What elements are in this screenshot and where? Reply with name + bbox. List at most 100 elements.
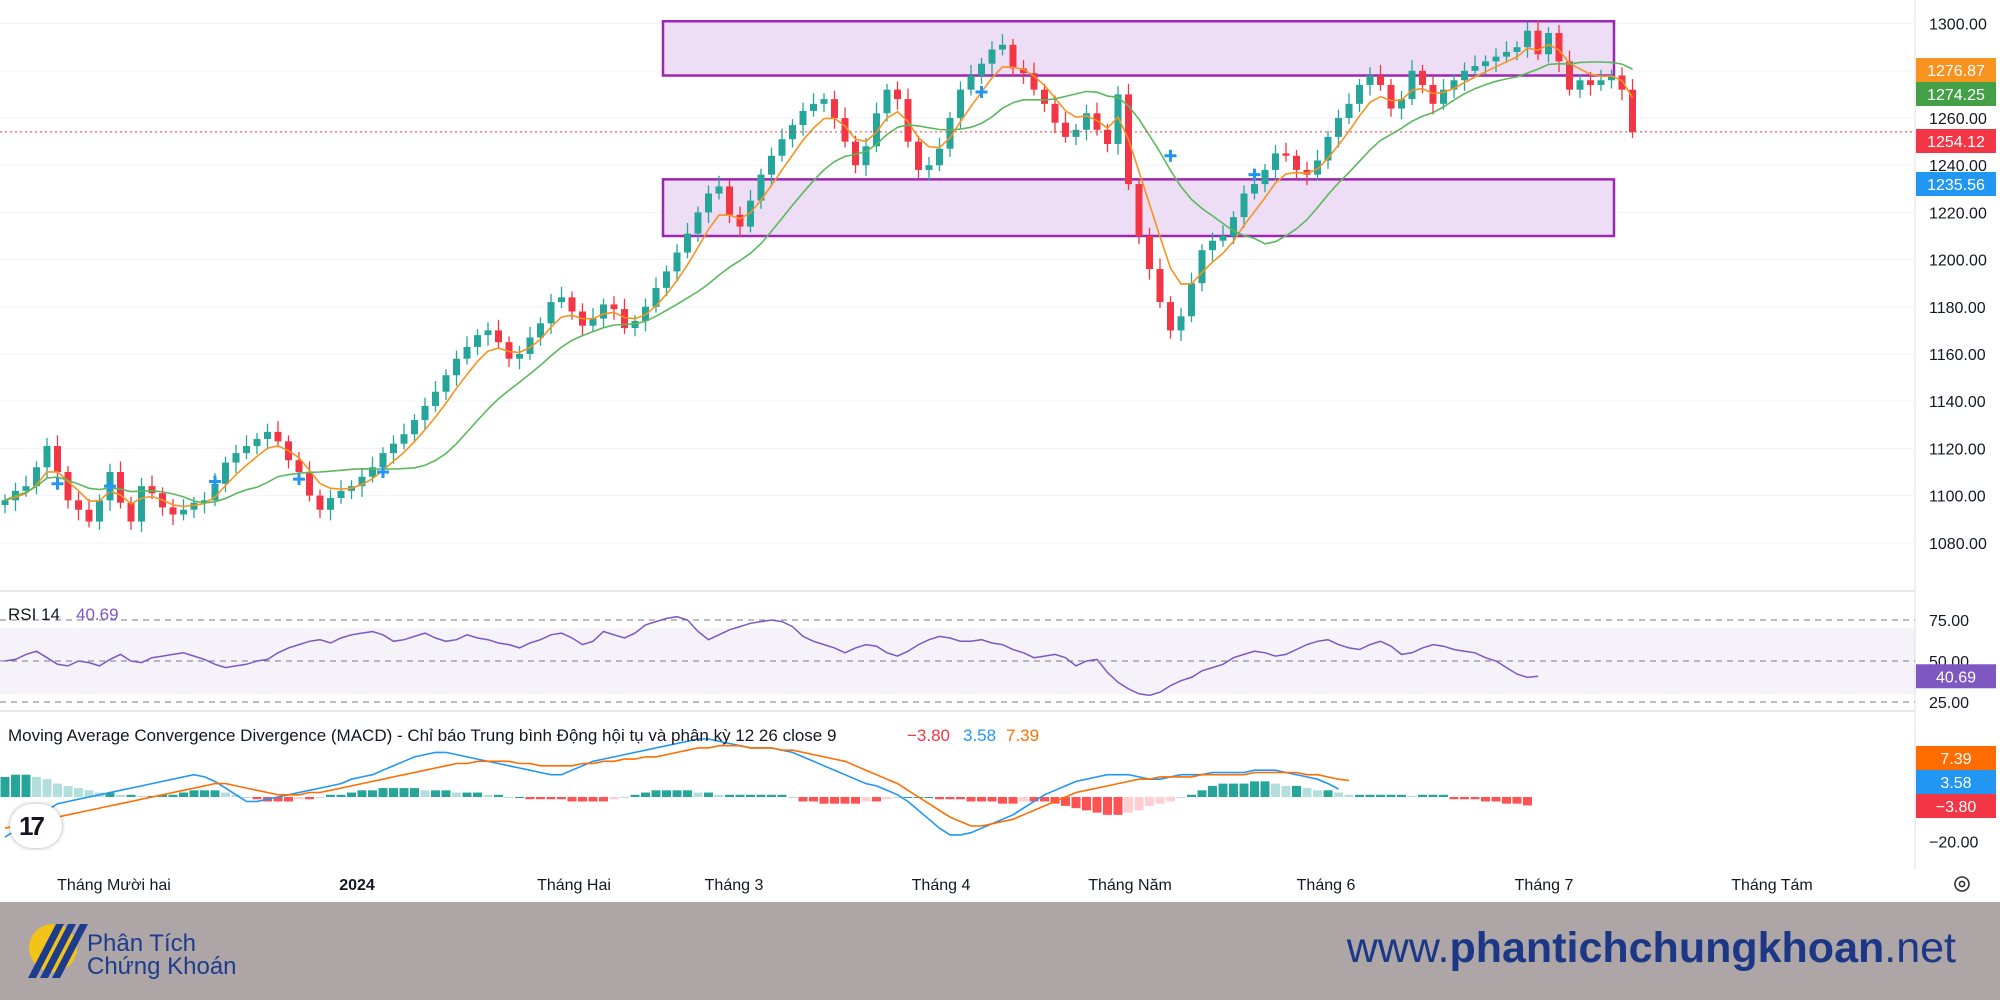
macd-histogram-bar (357, 790, 367, 797)
candle (264, 431, 271, 439)
macd-histogram-bar (399, 788, 409, 797)
candle (1440, 89, 1447, 104)
candle (841, 118, 849, 142)
cross-marker (377, 466, 389, 478)
macd-histogram-bar (861, 797, 871, 802)
candle (358, 476, 366, 487)
candle (652, 287, 660, 307)
candle (726, 186, 733, 215)
macd-histogram-bar (788, 797, 797, 798)
candle (925, 165, 933, 170)
candle (1471, 66, 1479, 71)
candle (978, 63, 985, 76)
macd-histogram-bar (998, 797, 1007, 804)
macd-value: 3.58 (963, 726, 996, 745)
candle (1387, 84, 1395, 109)
candle (1618, 75, 1626, 90)
y-tick-label: 1140.00 (1929, 394, 1986, 411)
x-tick-label: Tháng Tám (1731, 877, 1813, 894)
candle (1135, 184, 1143, 236)
candle (484, 330, 492, 336)
macd-histogram-bar (1397, 794, 1406, 797)
candle (138, 486, 145, 522)
macd-histogram-bar (315, 797, 325, 798)
macd-histogram-bar (515, 797, 524, 798)
candle (253, 438, 261, 447)
candle (736, 214, 744, 227)
candle (547, 302, 555, 324)
candle (1230, 217, 1237, 236)
candle (1030, 73, 1038, 90)
website-url[interactable]: www.phantichchungkhoan.net (1347, 927, 1956, 970)
macd-histogram-bar (410, 788, 419, 797)
macd-histogram-bar (1344, 794, 1354, 797)
macd-histogram-bar (1260, 781, 1270, 797)
macd-histogram-bar (1428, 794, 1438, 797)
y-tick-label: 1220.00 (1929, 205, 1987, 222)
macd-histogram-bar (767, 794, 776, 797)
macd-signal-price-label-bg (1916, 746, 1996, 770)
candle (862, 146, 870, 166)
macd-histogram-bar (1407, 795, 1417, 797)
macd-histogram-bar (158, 794, 167, 797)
macd-histogram-bar (1155, 797, 1165, 804)
candle (316, 495, 324, 510)
macd-histogram-bar (1313, 790, 1322, 797)
candle (442, 375, 450, 392)
candle (904, 99, 912, 142)
macd-histogram-bar (777, 794, 787, 797)
macd-histogram-bar (662, 790, 671, 797)
macd-histogram-bar (1113, 797, 1123, 815)
candle (852, 141, 859, 166)
macd-histogram-bar (599, 797, 608, 802)
candle (1324, 136, 1332, 161)
candle (75, 500, 82, 510)
macd-histogram-bar (336, 794, 346, 797)
candle (1051, 103, 1059, 123)
candle (274, 431, 282, 442)
current-price-label: 1254.12 (1916, 129, 1996, 153)
tradingview-logo-badge[interactable]: 17 (10, 804, 62, 848)
macd-signal-value: 7.39 (1006, 726, 1039, 745)
macd-histogram-bar (116, 794, 125, 797)
macd-histogram-bar (326, 794, 335, 797)
candle (1398, 99, 1405, 109)
marker-price-label-text: 1235.56 (1927, 177, 1985, 194)
macd-histogram-bar (1334, 792, 1343, 797)
candle (1534, 30, 1542, 55)
macd-histogram-bar (431, 790, 440, 797)
macd-histogram-bar (893, 797, 902, 798)
candle (505, 342, 513, 359)
candle (621, 309, 628, 329)
candle (946, 118, 954, 149)
macd-histogram-bar (1218, 783, 1228, 797)
candle (1167, 302, 1174, 331)
brand-name-line-2: Chứng Khoán (87, 953, 237, 980)
ma-fast-price-label: 1276.87 (1916, 58, 1996, 82)
candle (1261, 169, 1269, 185)
macd-histogram-bar (1470, 797, 1480, 800)
macd-histogram-bar (809, 797, 818, 802)
candle (495, 330, 502, 343)
candle (453, 358, 460, 376)
candle (705, 193, 712, 213)
macd-histogram-bar (557, 797, 566, 800)
macd-histogram-bar (378, 788, 388, 797)
candle (211, 483, 219, 501)
candle (537, 323, 544, 338)
macd-histogram-bar (851, 797, 860, 804)
macd-histogram-bar (1449, 797, 1459, 800)
settings-icon[interactable] (1952, 874, 1972, 894)
candle (1156, 269, 1164, 303)
candle (768, 155, 775, 175)
candle (873, 113, 880, 147)
ma-fast-price-label-bg (1916, 58, 1996, 82)
candle (85, 509, 93, 522)
macd-histogram-bar (284, 797, 293, 802)
candle (54, 446, 61, 472)
candle (883, 89, 891, 114)
macd-histogram-bar (1071, 797, 1081, 809)
macd-histogram-bar (179, 792, 188, 797)
macd-histogram-bar (1092, 797, 1102, 813)
